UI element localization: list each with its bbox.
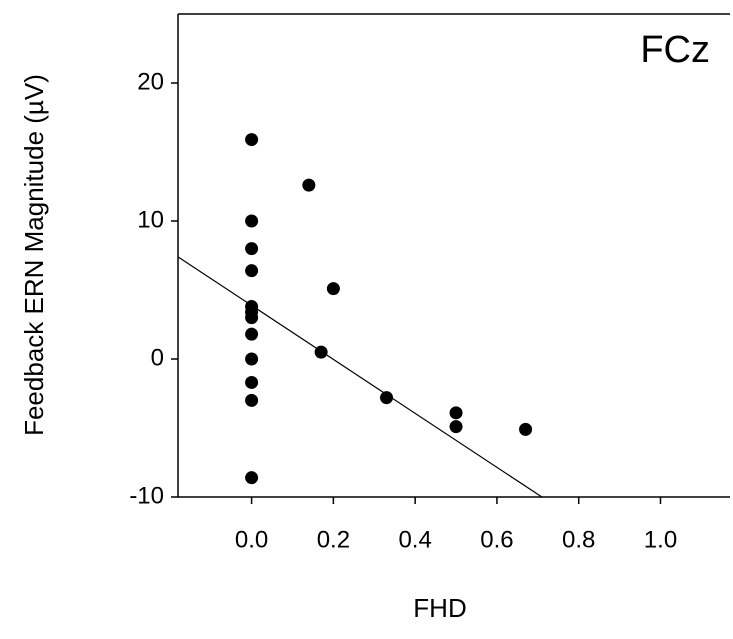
x-tick-label: 0.2 (317, 526, 350, 553)
x-tick-label: 0.0 (235, 526, 268, 553)
y-tick-label: 0 (151, 344, 164, 371)
point (245, 214, 259, 228)
point (245, 471, 259, 485)
point (449, 420, 463, 434)
point (245, 375, 259, 389)
point (519, 422, 533, 436)
point (449, 406, 463, 420)
y-tick-label: -10 (129, 482, 164, 509)
point (380, 391, 394, 405)
point (326, 282, 340, 296)
annotation: FCz (640, 29, 710, 71)
point (245, 242, 259, 256)
point (245, 311, 259, 325)
point (314, 345, 328, 359)
point (245, 327, 259, 341)
x-tick-label: 0.6 (480, 526, 513, 553)
y-tick-label: 20 (137, 68, 164, 95)
x-tick-label: 0.4 (398, 526, 431, 553)
point (245, 393, 259, 407)
fit-line (177, 256, 543, 498)
x-axis-label: FHD (413, 593, 466, 623)
y-tick-label: 10 (137, 206, 164, 233)
point (245, 352, 259, 366)
point (245, 133, 259, 147)
point (302, 178, 316, 192)
x-tick-label: 0.8 (562, 526, 595, 553)
x-tick-label: 1.0 (644, 526, 677, 553)
y-axis-label: Feedback ERN Magnitude (µV) (19, 74, 49, 436)
point (245, 264, 259, 278)
